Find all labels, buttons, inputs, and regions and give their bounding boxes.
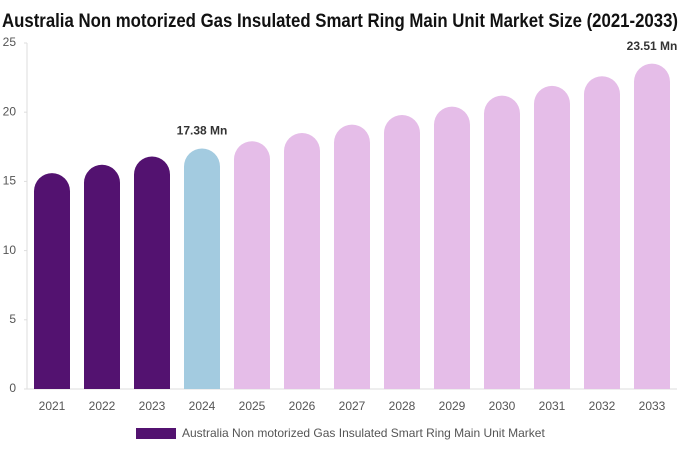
bar: [484, 95, 520, 389]
bar: [584, 76, 620, 389]
x-tick-label: 2033: [639, 399, 666, 413]
x-tick-label: 2025: [239, 399, 266, 413]
bar: [184, 148, 220, 389]
x-tick-label: 2029: [439, 399, 466, 413]
chart-title: Australia Non motorized Gas Insulated Sm…: [2, 11, 678, 32]
y-tick-label: 25: [3, 35, 17, 49]
y-tick-label: 5: [9, 312, 16, 326]
x-tick-label: 2031: [539, 399, 566, 413]
bar: [34, 173, 70, 389]
x-tick-label: 2026: [289, 399, 316, 413]
bar: [634, 63, 670, 390]
data-label: 17.38 Mn: [177, 124, 228, 138]
bar: [534, 85, 570, 390]
bar: [134, 156, 170, 389]
bar: [284, 132, 320, 389]
legend-label: Australia Non motorized Gas Insulated Sm…: [182, 426, 545, 440]
y-tick-label: 15: [3, 174, 17, 188]
x-tick-label: 2032: [589, 399, 616, 413]
x-tick-label: 2023: [139, 399, 166, 413]
legend-swatch: [136, 428, 176, 439]
bar: [234, 141, 270, 389]
x-tick-label: 2030: [489, 399, 516, 413]
x-tick-label: 2024: [189, 399, 216, 413]
bar: [384, 114, 420, 389]
x-tick-label: 2021: [39, 399, 66, 413]
bar: [84, 164, 120, 389]
data-label: 23.51 Mn: [627, 39, 678, 53]
x-tick-label: 2027: [339, 399, 366, 413]
bar: [334, 124, 370, 389]
x-tick-label: 2022: [89, 399, 116, 413]
bar: [434, 106, 470, 389]
y-tick-label: 20: [3, 104, 17, 118]
x-tick-label: 2028: [389, 399, 416, 413]
y-tick-label: 0: [9, 381, 16, 395]
y-tick-label: 10: [3, 243, 17, 257]
